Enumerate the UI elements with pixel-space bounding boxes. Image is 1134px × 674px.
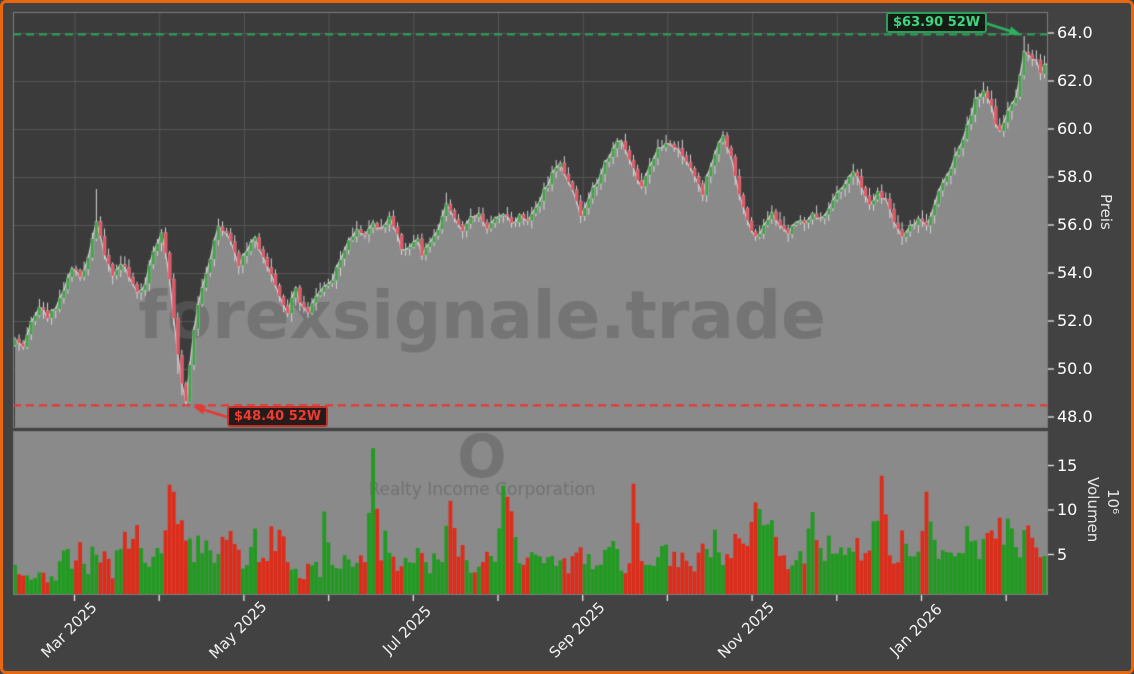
- volume-axis-unit: 10⁶: [1104, 489, 1122, 515]
- low-52w-label: $48.40 52W: [227, 406, 329, 427]
- price-tick-label: 62.0: [1057, 71, 1093, 90]
- price-tick-label: 58.0: [1057, 167, 1093, 186]
- volume-tick-label: 5: [1057, 544, 1068, 564]
- price-tick-label: 56.0: [1057, 215, 1093, 234]
- price-axis-title: Preis: [1097, 194, 1115, 230]
- volume-axis-title: Volumen: [1084, 477, 1102, 543]
- price-tick-label: 60.0: [1057, 119, 1093, 138]
- price-tick-label: 64.0: [1057, 23, 1093, 42]
- price-tick-label: 54.0: [1057, 263, 1093, 282]
- high-52w-label: $63.90 52W: [886, 12, 988, 33]
- price-tick-label: 50.0: [1057, 359, 1093, 378]
- volume-tick-label: 15: [1057, 455, 1078, 475]
- price-tick-label: 52.0: [1057, 311, 1093, 330]
- price-tick-label: 48.0: [1057, 407, 1093, 426]
- volume-tick-label: 10: [1057, 500, 1078, 519]
